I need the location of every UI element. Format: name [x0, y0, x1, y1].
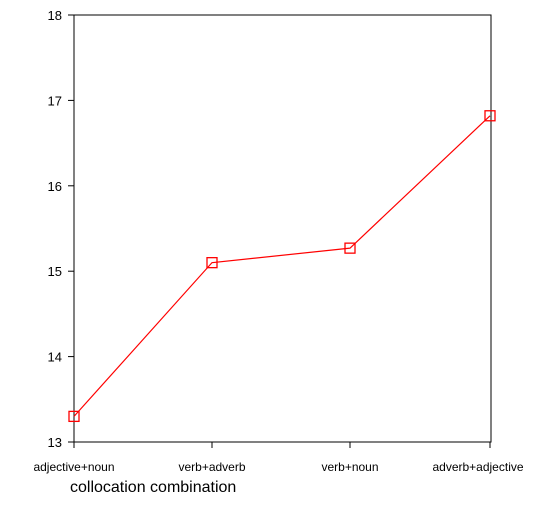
- x-axis-ticks: adjective+noun verb+adverb verb+noun adverb…: [33, 442, 524, 474]
- y-tick-label: 17: [48, 93, 62, 108]
- y-axis-ticks: 13 14 15 16 17 18: [48, 8, 74, 450]
- series-group: [68, 110, 496, 423]
- y-tick-label: 18: [48, 8, 62, 23]
- y-tick-label: 16: [48, 179, 62, 194]
- x-tick-label: verb+noun: [321, 460, 378, 474]
- x-tick-label: adjective+noun: [33, 460, 114, 474]
- plot-frame: [73, 14, 492, 443]
- x-tick-label: adverb+adjective: [432, 460, 523, 474]
- data-point-marker: [344, 242, 356, 254]
- plot-border: [73, 14, 492, 443]
- x-tick-label: verb+adverb: [178, 460, 245, 474]
- data-point-marker: [484, 110, 496, 122]
- series-line: [73, 115, 491, 417]
- y-tick-label: 14: [48, 350, 62, 365]
- y-tick-label: 15: [48, 264, 62, 279]
- data-point-marker: [206, 257, 218, 269]
- data-point-marker: [68, 410, 80, 423]
- x-axis-title: collocation combination: [70, 479, 236, 496]
- y-tick-label: 13: [48, 435, 62, 450]
